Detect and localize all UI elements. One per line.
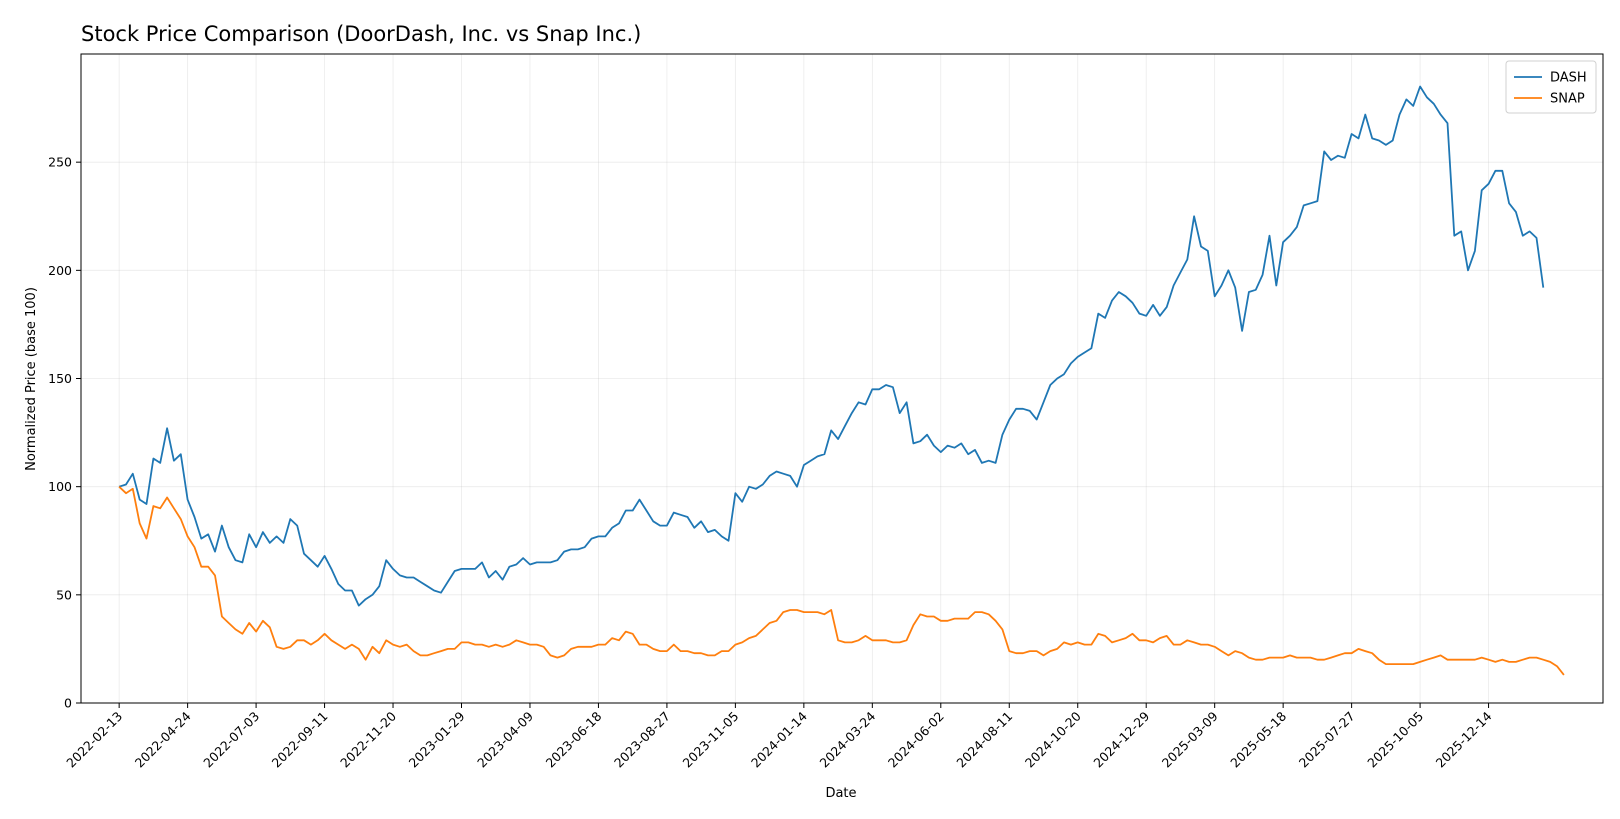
- y-tick-label: 250: [48, 155, 72, 170]
- y-axis-label: Normalized Price (base 100): [24, 287, 39, 471]
- legend-box: [1505, 60, 1597, 114]
- x-tick-label: 2022-11-20: [337, 708, 399, 770]
- x-tick-label: 2022-09-11: [269, 709, 331, 771]
- x-tick-label: 2025-03-09: [1159, 708, 1221, 770]
- x-axis: 2022-02-13 2022-04-24 2022-07-03 2022-09-11…: [63, 703, 1495, 771]
- x-tick-label: 2025-12-14: [1433, 708, 1495, 770]
- x-tick-label: 2024-10-20: [1022, 708, 1084, 770]
- grid: [81, 54, 1603, 704]
- y-tick-label: 100: [48, 479, 72, 494]
- x-tick-label: 2023-08-27: [611, 709, 673, 771]
- x-tick-label: 2024-06-02: [885, 709, 947, 771]
- x-tick-label: 2023-01-29: [406, 708, 468, 770]
- y-tick-label: 200: [48, 263, 72, 278]
- series-line-snap: [118, 486, 1565, 676]
- x-tick-label: 2024-03-24: [816, 708, 878, 770]
- x-tick-label: 2024-12-29: [1090, 708, 1152, 770]
- y-tick-label: 150: [48, 371, 72, 386]
- x-tick-label: 2023-06-18: [543, 708, 605, 770]
- y-tick-label: 50: [56, 587, 72, 602]
- x-tick-label: 2025-07-27: [1296, 709, 1358, 771]
- x-tick-label: 2023-11-05: [680, 709, 742, 771]
- y-tick-label: 0: [64, 696, 72, 711]
- x-tick-label: 2023-04-09: [474, 708, 536, 770]
- x-axis-label: Date: [825, 786, 856, 801]
- legend-label-snap: SNAP: [1550, 92, 1585, 107]
- x-tick-label: 2025-10-05: [1364, 709, 1426, 771]
- legend: DASH SNAP: [1505, 60, 1597, 114]
- x-tick-label: 2024-08-11: [953, 709, 1015, 771]
- x-tick-label: 2022-07-03: [200, 709, 262, 771]
- series-line-dash: [118, 85, 1545, 607]
- y-axis: 0 50 100 150 200 250: [48, 155, 81, 711]
- chart-title: Stock Price Comparison (DoorDash, Inc. v…: [81, 22, 641, 46]
- x-tick-label: 2022-04-24: [132, 708, 194, 770]
- x-tick-label: 2025-05-18: [1227, 708, 1289, 770]
- x-tick-label: 2024-01-14: [748, 708, 810, 770]
- series-lines: [118, 85, 1565, 676]
- x-tick-label: 2022-02-13: [63, 709, 125, 771]
- legend-label-dash: DASH: [1550, 71, 1587, 86]
